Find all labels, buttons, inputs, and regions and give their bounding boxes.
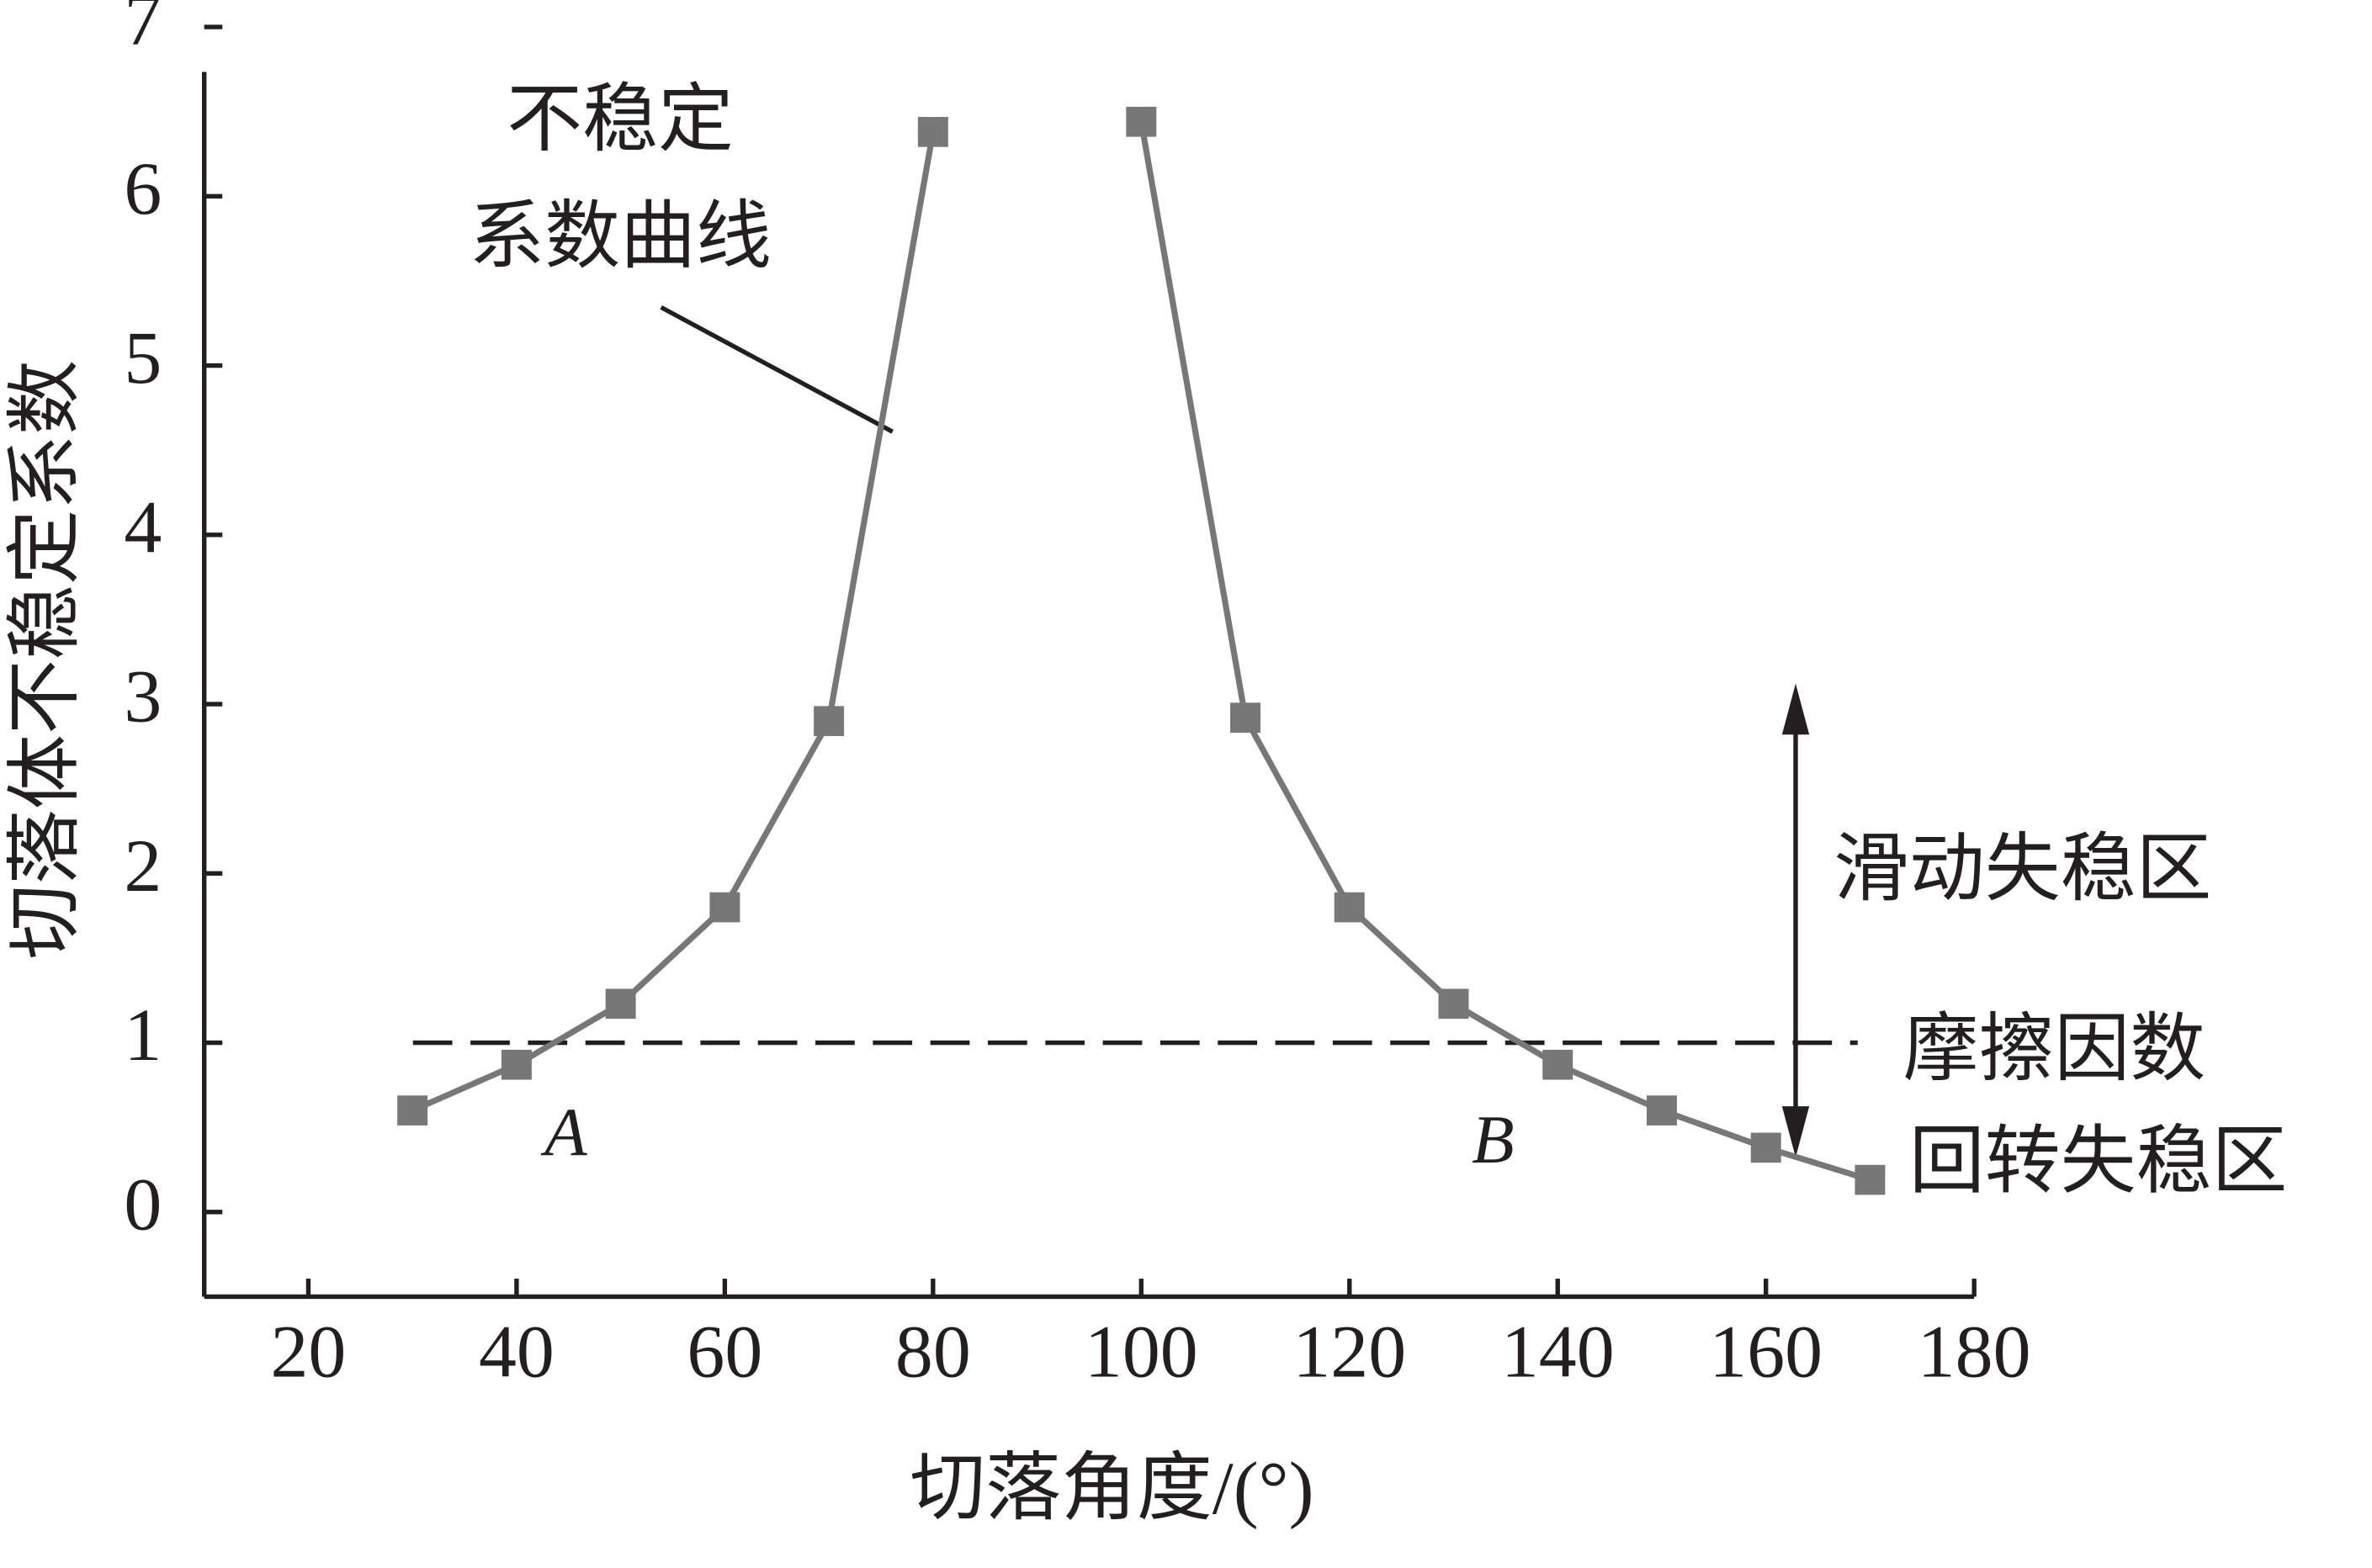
y-tick-label: 0 [124,1163,162,1247]
data-point [1855,1164,1886,1195]
data-point [917,117,948,147]
data-point [605,988,636,1020]
data-point [1646,1095,1677,1126]
x-tick-label: 180 [1918,1311,2031,1394]
x-tick-label: 20 [271,1311,347,1394]
arrow-head [1781,1106,1810,1157]
leader-line [660,305,894,434]
annotation: B [1472,1101,1515,1178]
data-point [1750,1132,1781,1163]
annotation: 回转失稳区 [1909,1120,2287,1204]
data-point [1542,1049,1573,1080]
data-point [501,1049,532,1080]
x-axis-label: 切落角度/(°) [910,1447,1313,1530]
y-tick-label: 3 [124,655,162,739]
arrow-head [1781,683,1810,735]
y-tick-label: 7 [124,0,162,61]
x-tick-label: 120 [1292,1311,1406,1394]
data-point [397,1095,428,1126]
y-tick-label: 1 [124,993,162,1077]
data-point [1230,702,1261,733]
x-tick-label: 80 [895,1311,971,1394]
x-tick-label: 60 [687,1311,762,1394]
data-point [1334,892,1365,923]
y-tick-label: 2 [124,824,162,908]
x-tick-label: 160 [1709,1311,1823,1394]
y-axis-label: 切落体不稳定系数 [3,360,87,960]
annotation: 滑动失稳区 [1833,828,2211,911]
x-tick-label: 140 [1501,1311,1615,1394]
y-tick-label: 6 [124,147,162,230]
data-point [1438,988,1469,1020]
annotation: 系数曲线 [469,195,772,278]
reference-label: 摩擦因数 [1903,1008,2206,1091]
annotation: 不稳定 [507,78,734,162]
x-tick-label: 40 [479,1311,555,1394]
x-tick-label: 100 [1085,1311,1198,1394]
data-point [814,706,845,737]
data-line [411,121,1871,1183]
data-point [1126,106,1157,137]
data-point [709,892,740,923]
y-tick-label: 5 [124,316,162,400]
annotation: A [540,1094,587,1170]
y-tick-label: 4 [124,486,162,569]
